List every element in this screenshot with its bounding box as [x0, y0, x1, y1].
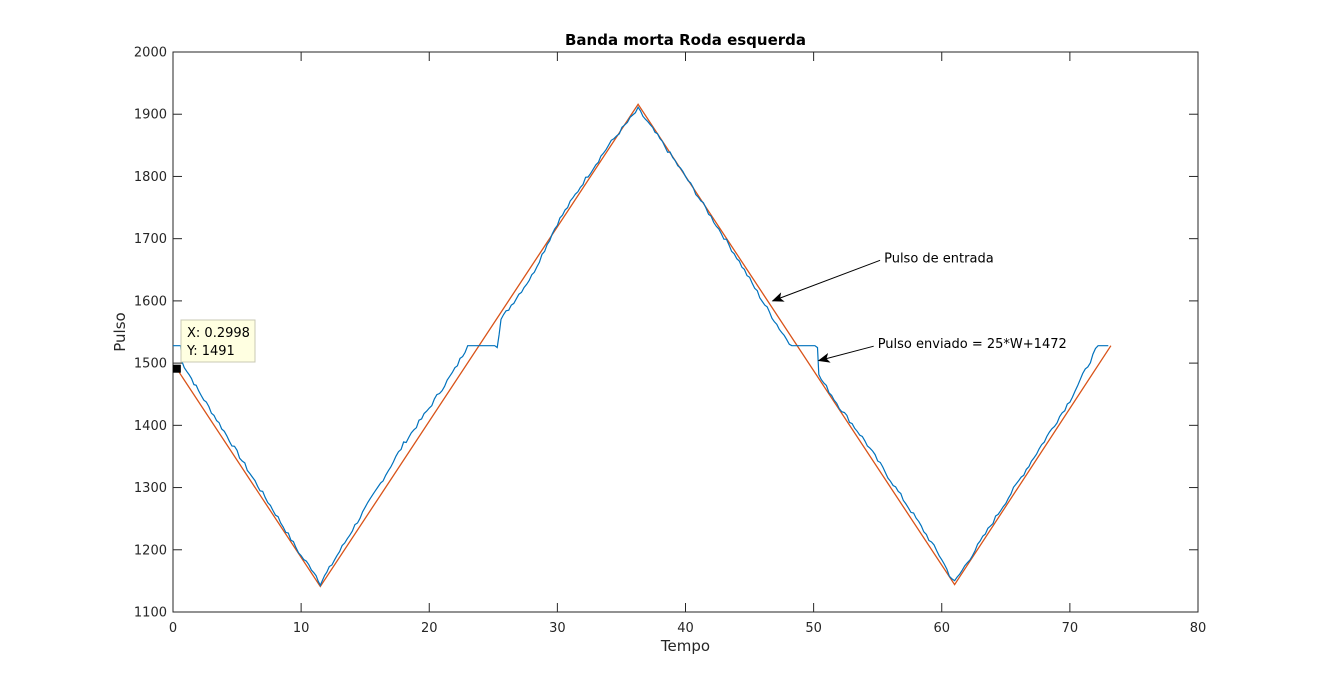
x-tick-label: 10 — [293, 621, 310, 636]
series-line-sent — [173, 105, 1109, 587]
x-tick-label: 30 — [549, 621, 566, 636]
y-tick-label: 1900 — [134, 108, 167, 123]
series-line-input — [176, 103, 1112, 588]
x-tick-label: 80 — [1190, 621, 1207, 636]
datatip-box — [180, 319, 256, 363]
datatip-marker[interactable] — [172, 364, 181, 373]
x-tick-label: 50 — [805, 621, 822, 636]
chart-title: Banda morta Roda esquerda — [565, 31, 806, 49]
axis-ticks — [172, 51, 1199, 613]
axis-tick-labels: 0 10 20 30 40 50 60 70 80 1100 1200 1300 1400 1500 160… — [134, 46, 1206, 637]
y-tick-label: 2000 — [134, 46, 167, 61]
datatip-y-text: Y: 1491 — [186, 344, 235, 359]
y-tick-label: 1800 — [134, 170, 167, 185]
y-tick-label: 1700 — [134, 232, 167, 247]
x-tick-label: 0 — [169, 621, 177, 636]
datatip-x-text: X: 0.2998 — [187, 326, 250, 341]
annotation-arrow — [771, 259, 881, 302]
x-tick-label: 60 — [933, 621, 950, 636]
y-tick-label: 1400 — [134, 419, 167, 434]
annotations: Pulso de entrada Pulso enviado = 25*W+147… — [771, 251, 1067, 363]
y-tick-label: 1100 — [134, 606, 167, 621]
annotation-label: Pulso enviado = 25*W+1472 — [878, 337, 1067, 352]
x-tick-label: 20 — [421, 621, 438, 636]
annotation-label: Pulso de entrada — [884, 251, 994, 266]
x-axis-label: Tempo — [660, 637, 710, 655]
plot-area — [172, 51, 1199, 613]
y-tick-label: 1300 — [134, 481, 167, 496]
y-axis-label: Pulso — [111, 312, 129, 351]
y-tick-label: 1600 — [134, 294, 167, 309]
x-tick-label: 70 — [1062, 621, 1079, 636]
y-tick-label: 1200 — [134, 543, 167, 558]
datatip[interactable]: X: 0.2998 Y: 1491 — [172, 319, 256, 373]
annotation-arrow — [817, 345, 874, 363]
x-tick-label: 40 — [677, 621, 694, 636]
y-tick-label: 1500 — [134, 357, 167, 372]
